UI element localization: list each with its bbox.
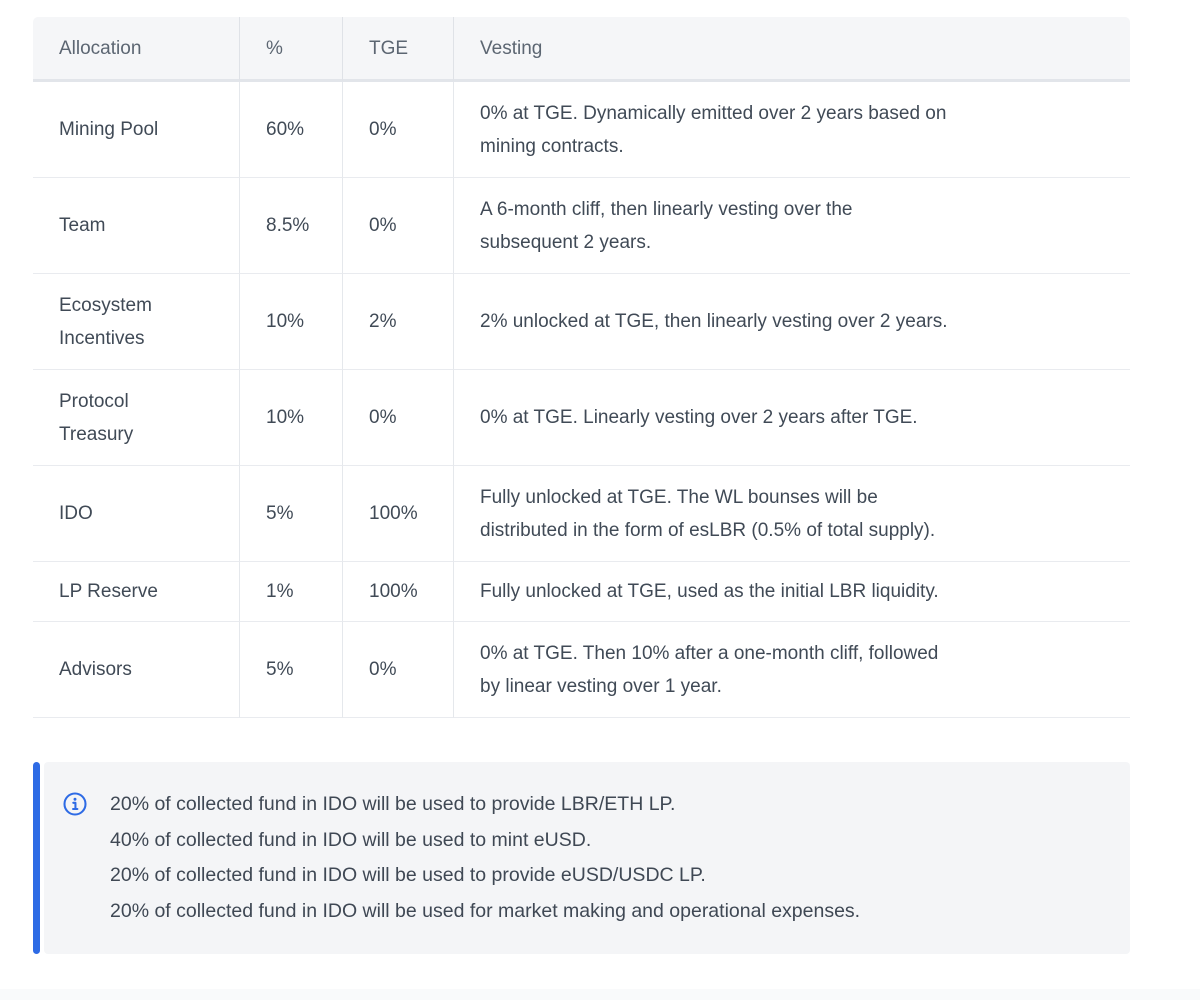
callout-accent-bar	[33, 762, 40, 954]
percent-cell: 10%	[240, 370, 343, 466]
callout-text: 20% of collected fund in IDO will be use…	[110, 787, 860, 929]
percent-cell: 60%	[240, 82, 343, 178]
percent-cell: 5%	[240, 622, 343, 718]
callout-body: 20% of collected fund in IDO will be use…	[44, 762, 1130, 954]
tge-cell: 0%	[343, 370, 454, 466]
column-header-tge: TGE	[343, 17, 454, 82]
tge-cell: 0%	[343, 622, 454, 718]
allocation-cell: Advisors	[33, 622, 240, 718]
callout-line: 20% of collected fund in IDO will be use…	[110, 899, 861, 922]
next-section-edge	[0, 989, 1200, 1000]
table-header-row: Allocation % TGE Vesting	[33, 17, 1130, 82]
table-row: Mining Pool 60% 0% 0% at TGE. Dynamicall…	[33, 82, 1130, 178]
allocation-table: Allocation % TGE Vesting Mining Pool 60%…	[33, 17, 1130, 718]
column-header-percent: %	[240, 17, 343, 82]
table-row: Ecosystem Incentives 10% 2% 2% unlocked …	[33, 274, 1130, 370]
info-callout: 20% of collected fund in IDO will be use…	[33, 762, 1130, 954]
allocation-cell: Ecosystem Incentives	[33, 274, 240, 370]
vesting-cell: Fully unlocked at TGE, used as the initi…	[454, 562, 1130, 622]
table-row: IDO 5% 100% Fully unlocked at TGE. The W…	[33, 466, 1130, 562]
info-circle-icon	[63, 792, 87, 816]
column-header-vesting: Vesting	[454, 17, 1130, 82]
vesting-cell: 0% at TGE. Dynamically emitted over 2 ye…	[454, 82, 1130, 178]
vesting-cell: 2% unlocked at TGE, then linearly vestin…	[454, 274, 1130, 370]
percent-cell: 8.5%	[240, 178, 343, 274]
vesting-cell: 0% at TGE. Then 10% after a one-month cl…	[454, 622, 1130, 718]
table-row: Advisors 5% 0% 0% at TGE. Then 10% after…	[33, 622, 1130, 718]
tge-cell: 100%	[343, 466, 454, 562]
allocation-cell: LP Reserve	[33, 562, 240, 622]
allocation-cell: Team	[33, 178, 240, 274]
callout-line: 40% of collected fund in IDO will be use…	[110, 828, 592, 851]
tge-cell: 100%	[343, 562, 454, 622]
percent-cell: 5%	[240, 466, 343, 562]
table-row: LP Reserve 1% 100% Fully unlocked at TGE…	[33, 562, 1130, 622]
allocation-cell: IDO	[33, 466, 240, 562]
percent-cell: 1%	[240, 562, 343, 622]
vesting-cell: Fully unlocked at TGE. The WL bounses wi…	[454, 466, 1130, 562]
vesting-cell: A 6-month cliff, then linearly vesting o…	[454, 178, 1130, 274]
callout-line: 20% of collected fund in IDO will be use…	[110, 793, 676, 815]
column-header-allocation: Allocation	[33, 17, 240, 82]
table-row: Team 8.5% 0% A 6-month cliff, then linea…	[33, 178, 1130, 274]
tge-cell: 2%	[343, 274, 454, 370]
callout-line: 20% of collected fund in IDO will be use…	[110, 864, 706, 886]
percent-cell: 10%	[240, 274, 343, 370]
allocation-cell: Protocol Treasury	[33, 370, 240, 466]
table-row: Protocol Treasury 10% 0% 0% at TGE. Line…	[33, 370, 1130, 466]
vesting-cell: 0% at TGE. Linearly vesting over 2 years…	[454, 370, 1130, 466]
tge-cell: 0%	[343, 82, 454, 178]
tge-cell: 0%	[343, 178, 454, 274]
allocation-cell: Mining Pool	[33, 82, 240, 178]
